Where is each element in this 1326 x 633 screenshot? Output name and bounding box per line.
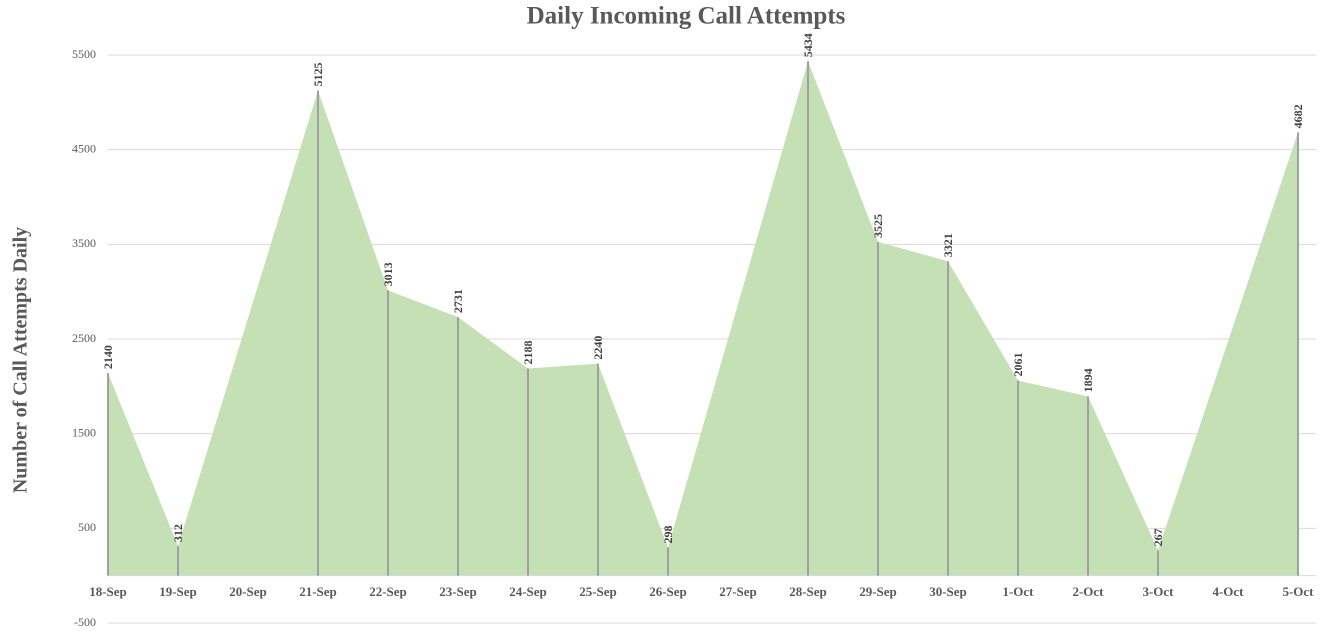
x-tick-label: 18-Sep (89, 584, 127, 599)
data-label: 4682 (1291, 104, 1305, 128)
area-segment (598, 363, 668, 576)
data-label: 2240 (591, 336, 605, 360)
x-tick-label: 28-Sep (789, 584, 827, 599)
area-segment (528, 363, 598, 576)
y-tick-label: 3500 (72, 236, 96, 250)
area-segment (668, 61, 808, 576)
area-segment (878, 241, 948, 576)
y-tick-label: 1500 (72, 425, 96, 439)
data-label: 2140 (101, 345, 115, 369)
data-label: 312 (171, 524, 185, 542)
y-tick-label: -500 (74, 615, 96, 629)
area-segment (808, 61, 878, 576)
x-tick-label: 23-Sep (439, 584, 477, 599)
x-tick-label: 3-Oct (1142, 584, 1174, 599)
x-tick-label: 5-Oct (1282, 584, 1314, 599)
data-label: 5434 (801, 33, 815, 57)
x-tick-label: 1-Oct (1002, 584, 1034, 599)
y-tick-label: 2500 (72, 331, 96, 345)
data-label: 298 (661, 525, 675, 543)
data-label: 267 (1151, 528, 1165, 546)
x-tick-label: 21-Sep (299, 584, 337, 599)
x-tick-label: 24-Sep (509, 584, 547, 599)
data-label: 3321 (941, 233, 955, 257)
y-tick-label: 4500 (72, 141, 96, 155)
data-label: 5125 (311, 63, 325, 87)
x-tick-label: 30-Sep (929, 584, 967, 599)
x-tick-label: 29-Sep (859, 584, 897, 599)
data-label: 2061 (1011, 353, 1025, 377)
area-segment (458, 317, 528, 576)
area-segment (108, 373, 178, 576)
data-label: 3525 (871, 214, 885, 238)
x-tick-label: 27-Sep (719, 584, 757, 599)
x-tick-label: 22-Sep (369, 584, 407, 599)
area-segment (318, 90, 388, 576)
x-tick-label: 20-Sep (229, 584, 267, 599)
y-tick-label: 5500 (72, 47, 96, 61)
area-segment (1018, 380, 1088, 576)
area-segment (1158, 132, 1298, 576)
area-segment (178, 90, 318, 576)
data-label: 1894 (1081, 368, 1095, 392)
x-tick-label: 4-Oct (1212, 584, 1244, 599)
data-label: 2731 (451, 289, 465, 313)
area-segment (948, 261, 1018, 576)
data-label: 3013 (381, 262, 395, 286)
y-axis-label: Number of Call Attempts Daily (10, 227, 32, 493)
x-tick-label: 26-Sep (649, 584, 687, 599)
area-segment (1088, 396, 1158, 576)
x-tick-label: 2-Oct (1072, 584, 1104, 599)
x-tick-label: 19-Sep (159, 584, 197, 599)
x-tick-label: 25-Sep (579, 584, 617, 599)
data-label: 2188 (521, 341, 535, 365)
chart-title: Daily Incoming Call Attempts (527, 3, 846, 30)
area-segment (388, 290, 458, 576)
y-tick-label: 500 (78, 520, 96, 534)
